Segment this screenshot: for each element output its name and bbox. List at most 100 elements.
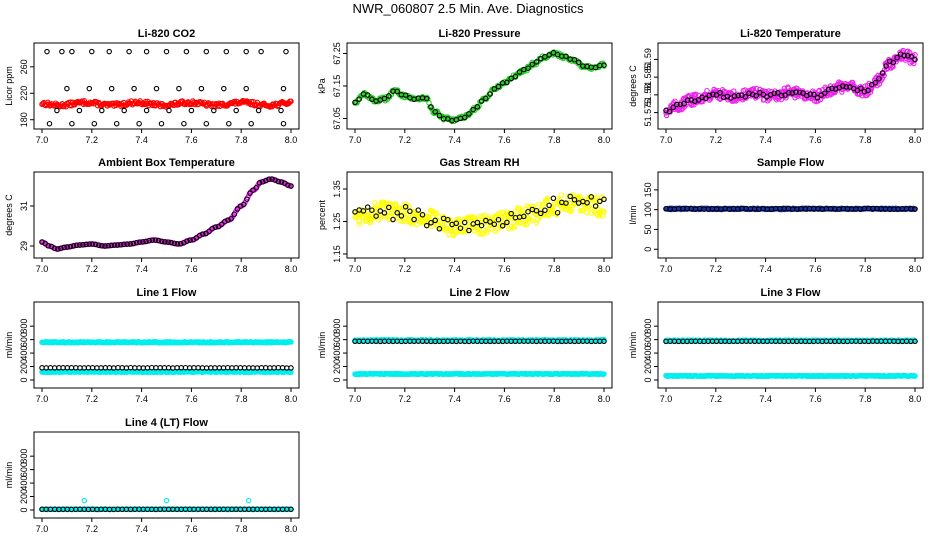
- data-point: [387, 202, 393, 208]
- data-point: [231, 211, 238, 217]
- data-point: [577, 207, 584, 214]
- data-point: [601, 371, 607, 377]
- data-point: [601, 196, 607, 203]
- x-tick-label: 7.6: [809, 394, 822, 404]
- data-point: [684, 97, 691, 103]
- y-tick-label: 400: [19, 346, 29, 361]
- data-point: [467, 224, 473, 230]
- y-tick-label: 1.25: [332, 213, 342, 231]
- data-point: [601, 338, 607, 345]
- series-ref: [663, 205, 918, 212]
- data-point: [245, 497, 252, 504]
- data-point: [466, 227, 472, 234]
- data-point: [533, 207, 540, 214]
- data-point: [278, 179, 285, 185]
- y-tick-label: 800: [19, 319, 29, 334]
- data-point: [381, 95, 388, 102]
- data-point: [381, 210, 388, 216]
- data-point: [783, 95, 789, 101]
- x-tick-label: 7.0: [349, 135, 362, 145]
- data-point: [159, 238, 165, 245]
- data-point: [171, 240, 178, 247]
- data-point: [233, 107, 239, 114]
- data-point: [93, 98, 99, 105]
- data-point: [398, 213, 405, 219]
- y-axis-label: degrees C: [628, 65, 638, 107]
- data-point: [720, 94, 727, 101]
- data-point: [243, 85, 249, 92]
- y-tick-label: 200: [19, 359, 29, 374]
- data-point: [876, 75, 882, 82]
- data-point: [785, 90, 792, 96]
- x-tick-label: 8.0: [909, 264, 922, 274]
- data-point: [390, 216, 396, 223]
- data-point: [504, 219, 510, 226]
- data-point: [872, 79, 879, 86]
- data-point: [760, 91, 767, 98]
- data-point: [546, 212, 552, 218]
- x-tick-label: 7.8: [859, 264, 872, 274]
- x-tick-label: 8.0: [285, 524, 298, 534]
- data-point: [807, 91, 814, 97]
- data-point: [83, 241, 89, 248]
- data-point: [394, 210, 400, 216]
- data-point: [601, 62, 607, 68]
- data-point: [865, 87, 871, 94]
- data-point: [592, 64, 599, 71]
- data-point: [511, 223, 518, 230]
- data-point: [165, 239, 171, 245]
- series-ref: [39, 176, 294, 252]
- x-tick-label: 7.0: [660, 394, 673, 404]
- data-point: [426, 213, 432, 220]
- x-tick-label: 7.4: [135, 264, 148, 274]
- data-point: [80, 242, 86, 248]
- series-ref: [352, 50, 607, 124]
- data-point: [750, 86, 757, 92]
- x-tick-label: 8.0: [598, 394, 611, 404]
- data-point: [742, 94, 749, 100]
- data-point: [218, 221, 225, 228]
- chart-title: Line 4 (LT) Flow: [125, 417, 208, 429]
- data-point: [800, 90, 806, 96]
- data-point: [912, 56, 918, 63]
- data-point: [544, 195, 551, 202]
- y-tick-label: 600: [332, 332, 342, 347]
- data-point: [211, 107, 217, 114]
- y-tick-label: 0: [332, 377, 342, 382]
- data-point: [77, 242, 83, 248]
- data-point: [415, 207, 422, 213]
- data-point: [601, 208, 607, 215]
- y-axis-label: ml/min: [317, 332, 327, 359]
- data-point: [360, 208, 367, 214]
- data-point: [143, 48, 150, 55]
- data-point: [563, 53, 569, 60]
- data-point: [550, 195, 557, 202]
- data-point: [829, 85, 835, 92]
- x-tick-label: 7.4: [448, 394, 461, 404]
- y-tick-label: 0: [19, 507, 29, 512]
- data-point: [775, 90, 781, 96]
- data-point: [364, 204, 371, 210]
- data-point: [371, 200, 378, 206]
- data-point: [46, 120, 53, 127]
- plot-frame: [657, 171, 924, 259]
- y-tick-label: 29: [19, 241, 29, 251]
- data-point: [676, 106, 683, 113]
- data-point: [278, 107, 284, 114]
- data-point: [54, 107, 60, 114]
- x-tick-label: 7.2: [86, 394, 99, 404]
- data-point: [243, 48, 249, 55]
- data-point: [163, 497, 170, 504]
- data-point: [280, 120, 287, 127]
- data-point: [575, 59, 582, 66]
- plot-frame: [346, 301, 613, 389]
- data-point: [864, 92, 870, 99]
- data-point: [677, 101, 684, 108]
- data-point: [789, 90, 796, 96]
- y-axis-label: ml/min: [4, 462, 14, 489]
- plot-frame: [33, 301, 300, 389]
- data-point: [771, 90, 778, 97]
- x-tick-label: 7.4: [448, 135, 461, 145]
- data-point: [163, 48, 170, 55]
- data-point: [95, 242, 102, 248]
